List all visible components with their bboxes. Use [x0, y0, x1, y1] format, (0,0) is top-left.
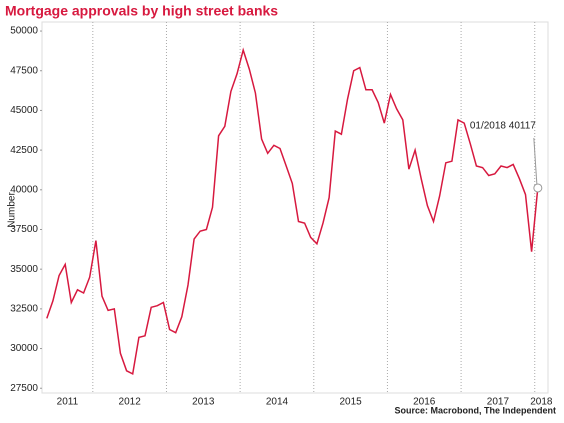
x-tick-label: 2012 — [119, 397, 142, 408]
x-tick-label: 2013 — [192, 397, 215, 408]
plot-frame — [41, 21, 549, 394]
x-tick-label: 2014 — [266, 397, 289, 408]
annotation-leader — [533, 137, 538, 184]
y-tick-label: 27500 — [10, 383, 38, 394]
y-tick-label: 35000 — [10, 264, 38, 275]
source: Source: Macrobond, The Independent — [394, 405, 556, 415]
y-tick-label: 50000 — [10, 26, 38, 37]
annotation: 01/2018 40117 — [470, 121, 536, 132]
chart-title: Mortgage approvals by high street banks — [5, 3, 278, 19]
y-axis-label: Number — [7, 192, 18, 228]
x-tick-label: 2011 — [57, 397, 79, 408]
y-tick-label: 40000 — [10, 184, 38, 195]
x-tick-label: 2015 — [339, 397, 362, 408]
data-line — [46, 47, 539, 376]
y-tick-label: 32500 — [10, 304, 38, 315]
y-tick-label: 45000 — [10, 105, 38, 116]
y-tick-label: 42500 — [10, 145, 38, 156]
x-tick-label: 2016 — [413, 397, 436, 408]
last-point — [533, 183, 543, 193]
y-tick-label: 37500 — [10, 224, 38, 235]
y-tick-label: 47500 — [10, 65, 38, 76]
x-tick-label: 2017 — [487, 397, 510, 408]
y-tick-label: 30000 — [10, 343, 38, 354]
x-tick-label: 2018 — [530, 397, 553, 408]
